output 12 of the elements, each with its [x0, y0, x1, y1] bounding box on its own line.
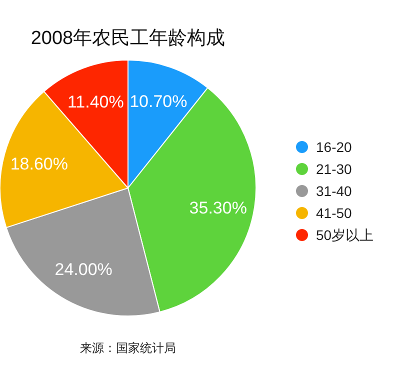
legend-label: 50岁以上 [316, 227, 374, 243]
data-label: 11.40% [67, 92, 124, 112]
legend-label: 16-20 [316, 139, 352, 155]
data-label: 10.70% [130, 92, 188, 111]
legend-label: 21-30 [316, 161, 352, 177]
legend-label: 31-40 [316, 183, 352, 199]
source-note: 来源：国家统计局 [80, 341, 176, 355]
data-label: 24.00% [54, 260, 112, 279]
data-label: 35.30% [189, 198, 247, 218]
chart-title: 2008年农民工年龄构成 [30, 28, 226, 49]
legend-label: 41-50 [316, 205, 352, 221]
data-label: 18.60% [10, 154, 68, 174]
